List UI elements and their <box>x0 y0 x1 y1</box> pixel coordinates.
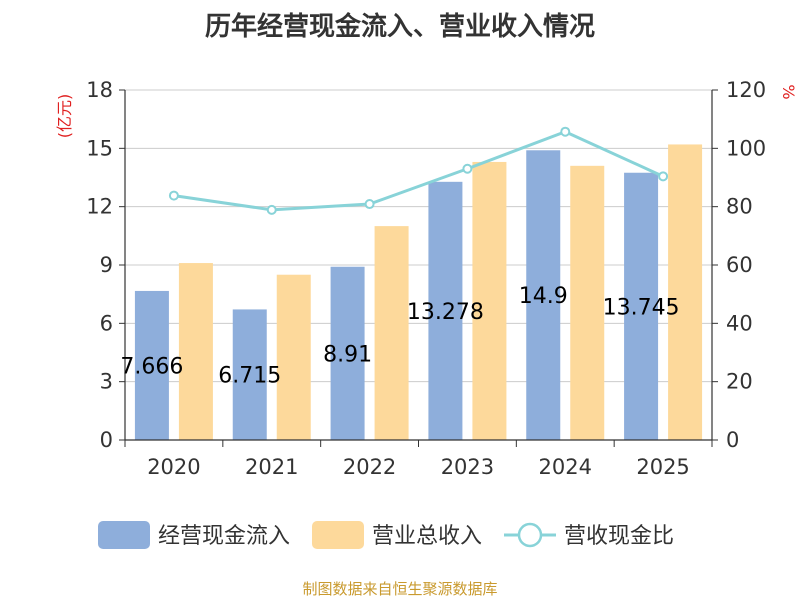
left-tick-label: 0 <box>100 428 113 452</box>
bar-cash-inflow <box>624 172 659 440</box>
legend-swatch <box>98 521 150 549</box>
left-tick-label: 9 <box>100 253 113 277</box>
legend-marker <box>517 522 543 548</box>
ratio-line <box>168 126 669 215</box>
bar-revenue <box>472 161 507 440</box>
bars <box>134 144 703 441</box>
bar-cash-inflow <box>428 181 463 441</box>
bar-cash-inflow <box>526 150 561 440</box>
gridlines <box>125 89 712 383</box>
x-tick-label: 2020 <box>147 455 200 479</box>
tick-labels: 0 3 6 9 12 15 18 0 20 40 60 80 100 120 (亿元)% 2020 2021 20… <box>55 78 798 479</box>
data-label: 13.278 <box>407 300 484 325</box>
ratio-point <box>266 204 277 215</box>
source-note: 制图数据来自恒生聚源数据库 <box>302 580 498 598</box>
bar-cash-inflow <box>330 266 365 440</box>
right-tick-label: 40 <box>726 311 753 335</box>
left-tick-label: 12 <box>86 195 113 219</box>
bar-cash-inflow <box>134 290 169 440</box>
legend-label: 营收现金比 <box>564 524 674 549</box>
ratio-line-path <box>173 130 664 212</box>
left-tick-label: 15 <box>86 136 113 160</box>
x-tick-label: 2025 <box>636 455 689 479</box>
right-tick-label: 100 <box>726 136 766 160</box>
ratio-point <box>364 199 375 210</box>
x-tick-label: 2024 <box>539 455 592 479</box>
right-tick-label: 120 <box>726 78 766 102</box>
data-label: 14.9 <box>519 284 568 309</box>
chart-title: 历年经营现金流入、营业收入情况 <box>204 12 595 42</box>
legend: 经营现金流入 营业总收入 营收现金比 <box>98 521 674 549</box>
data-label: 13.745 <box>603 295 680 320</box>
ratio-point <box>658 171 669 182</box>
ratio-point <box>168 190 179 201</box>
left-tick-label: 3 <box>100 370 113 394</box>
legend-label: 营业总收入 <box>372 524 482 549</box>
x-tick-label: 2023 <box>441 455 494 479</box>
legend-label: 经营现金流入 <box>158 524 290 549</box>
bar-revenue <box>178 263 213 440</box>
axes <box>119 89 718 447</box>
right-tick-label: 80 <box>726 195 753 219</box>
bar-revenue <box>276 274 311 440</box>
left-tick-label: 6 <box>100 311 113 335</box>
bar-revenue <box>668 144 703 440</box>
bar-cash-inflow <box>232 309 267 440</box>
x-tick-label: 2021 <box>245 455 298 479</box>
bar-revenue <box>570 165 605 441</box>
data-label: 8.91 <box>323 342 372 367</box>
left-axis-label: (亿元) <box>55 94 74 139</box>
right-axis-label: % <box>779 84 798 99</box>
data-label: 7.666 <box>120 354 183 379</box>
ratio-point <box>560 126 571 137</box>
legend-swatch <box>312 521 364 549</box>
right-tick-label: 20 <box>726 370 753 394</box>
left-tick-label: 18 <box>86 78 113 102</box>
right-tick-label: 60 <box>726 253 753 277</box>
data-labels: 7.666 6.715 8.91 13.278 14.9 13.745 <box>120 284 679 389</box>
bar-revenue <box>374 226 409 440</box>
data-label: 6.715 <box>218 364 281 389</box>
right-tick-label: 0 <box>726 428 739 452</box>
x-tick-label: 2022 <box>343 455 396 479</box>
ratio-point <box>462 163 473 174</box>
